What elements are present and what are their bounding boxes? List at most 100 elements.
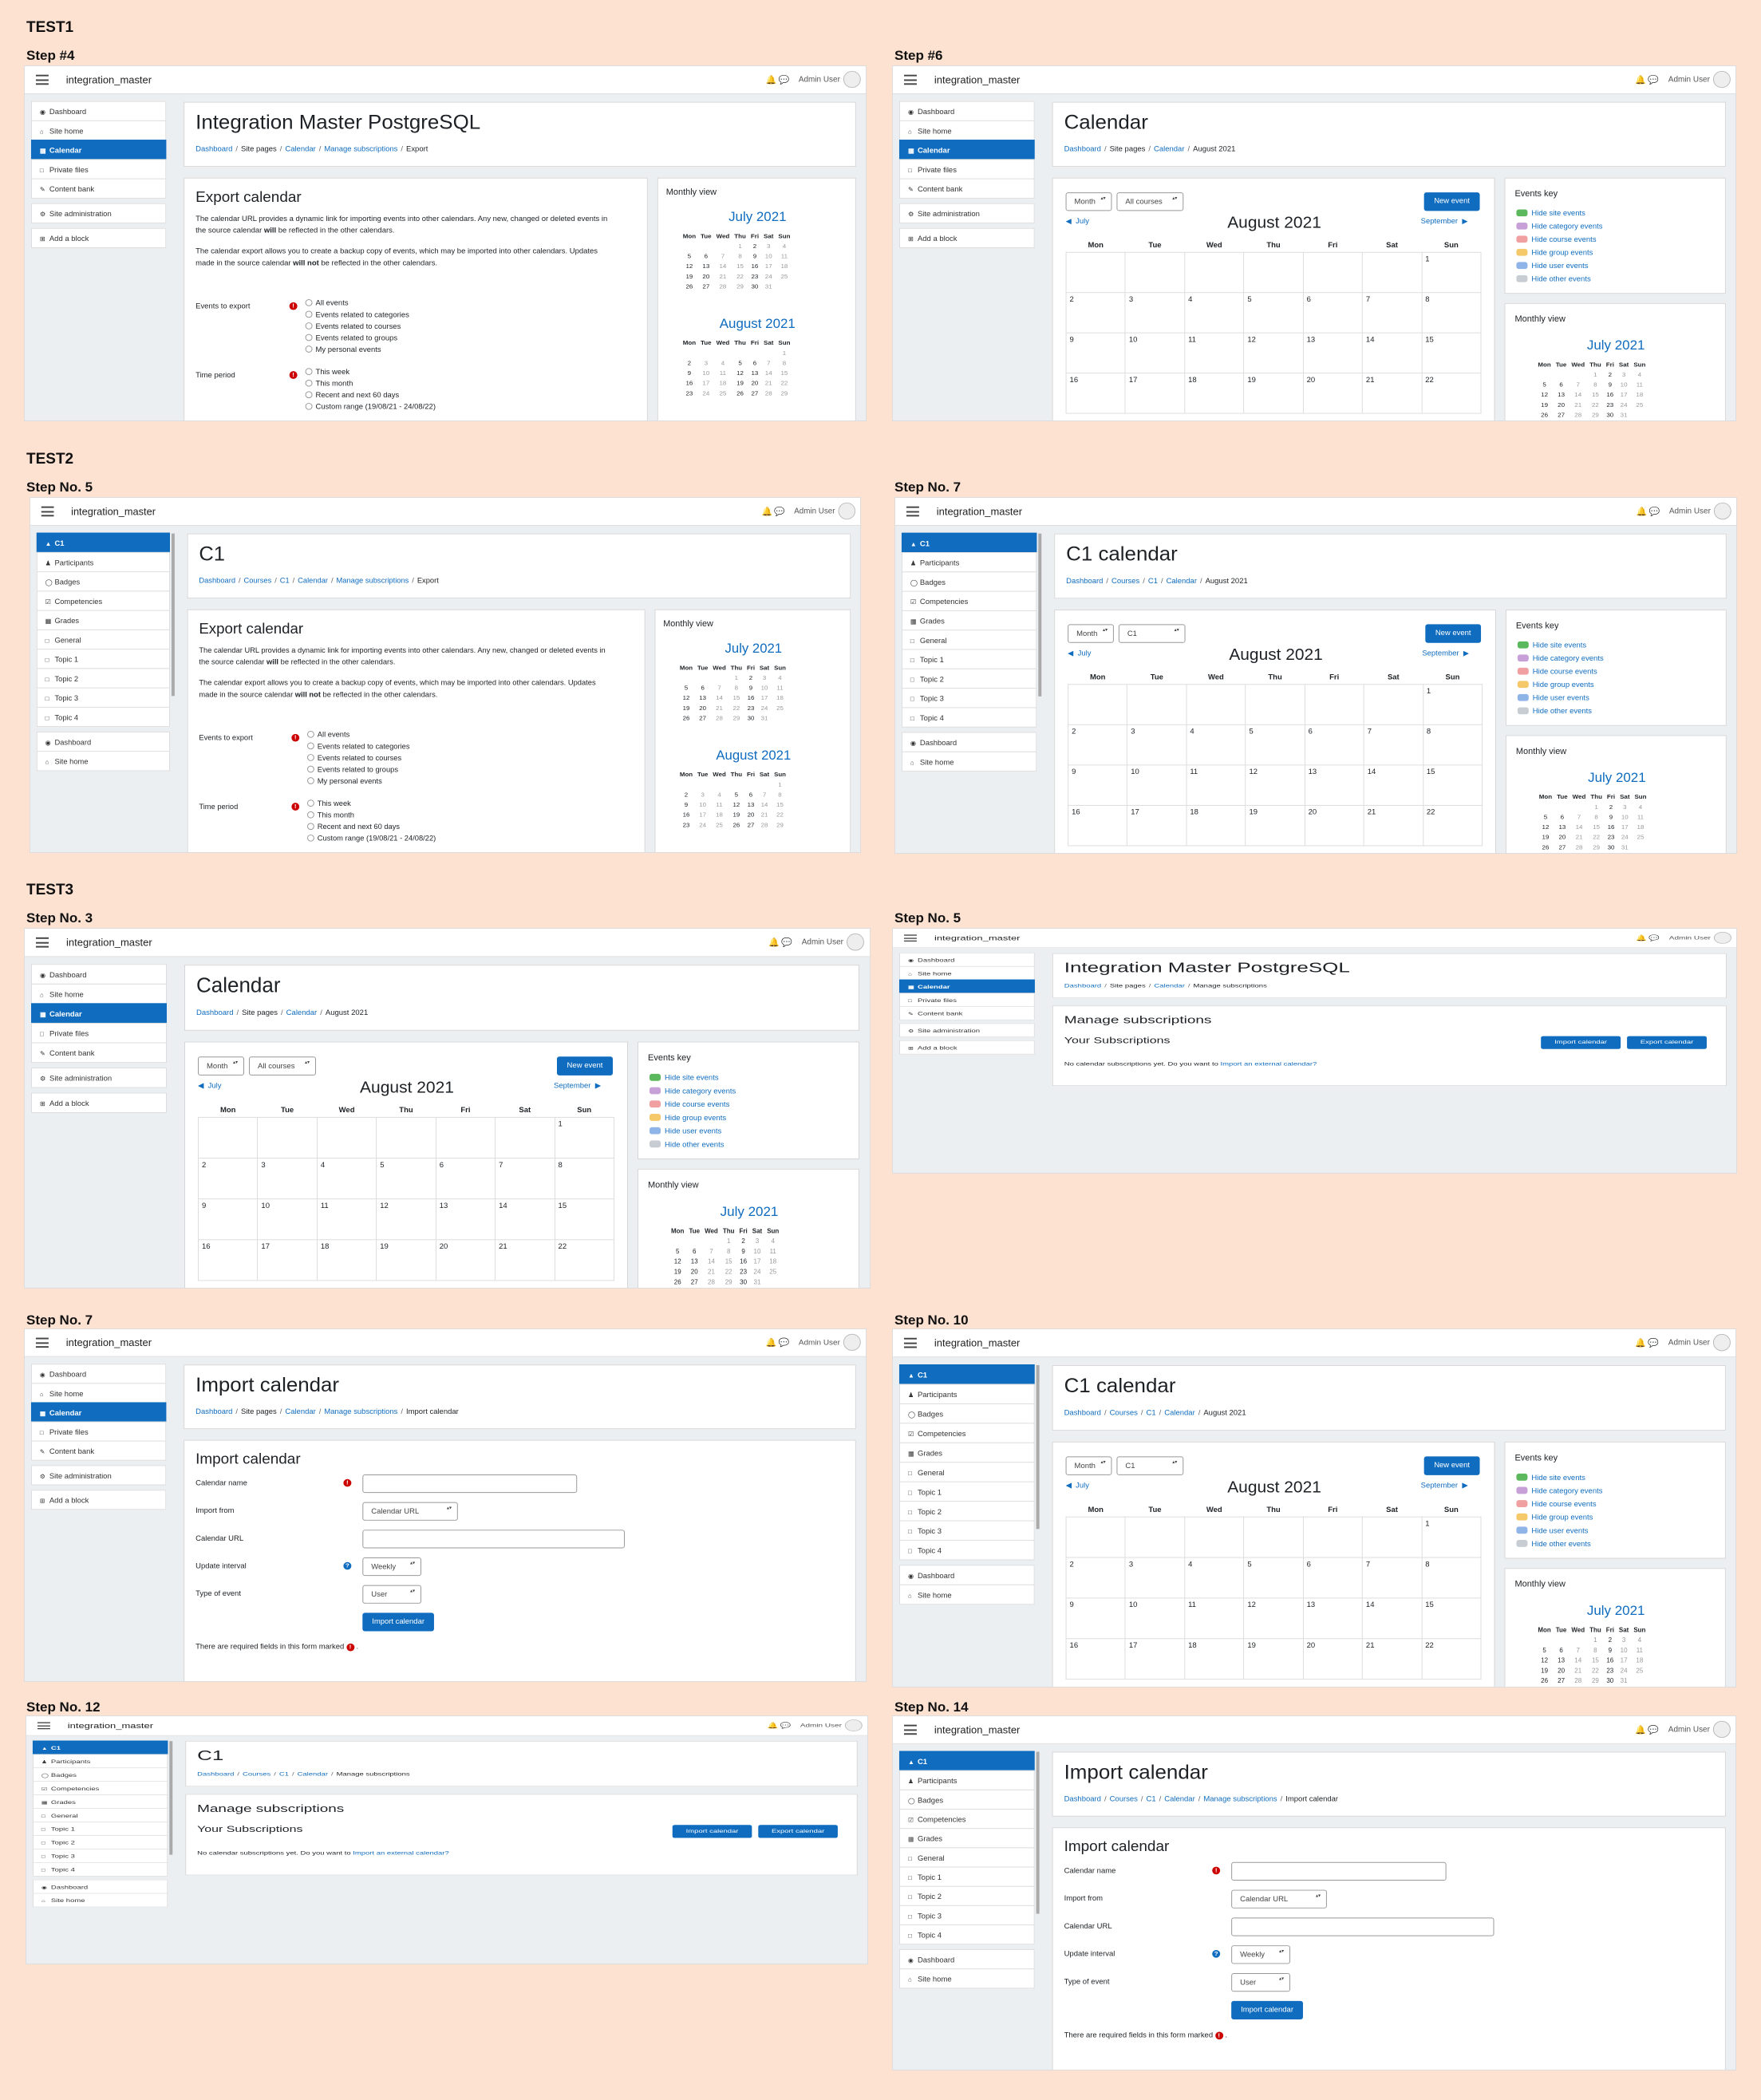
mini-day[interactable]: 24 <box>1620 401 1628 409</box>
mini-day[interactable]: 16 <box>1606 391 1614 399</box>
update-interval-select[interactable]: Weekly <box>362 1557 422 1577</box>
day-cell[interactable]: 7 <box>1361 292 1423 334</box>
day-cell[interactable] <box>1361 1516 1423 1558</box>
sidebar-item-grades[interactable]: ▦ Grades <box>36 610 170 630</box>
day-cell[interactable]: 19 <box>1243 373 1304 414</box>
breadcrumb-link[interactable]: Manage subscriptions <box>336 576 409 586</box>
mini-day[interactable]: 31 <box>1620 1677 1628 1684</box>
day-cell[interactable]: 13 <box>1302 332 1363 374</box>
mini-day[interactable] <box>728 780 744 790</box>
user-name[interactable]: Admin User <box>800 1723 842 1729</box>
events-key-item[interactable]: Hide course events <box>650 1100 729 1109</box>
avatar[interactable] <box>838 502 856 520</box>
mini-day[interactable]: 12 <box>736 369 744 377</box>
breadcrumb-link[interactable]: Dashboard <box>195 1407 233 1416</box>
mini-day[interactable]: 16 <box>1606 1656 1614 1664</box>
mini-day[interactable] <box>744 780 757 790</box>
day-cell[interactable]: 16 <box>197 1239 259 1281</box>
day-cell[interactable]: 19 <box>376 1239 436 1281</box>
export-calendar-button[interactable]: Export calendar <box>758 1825 838 1838</box>
day-cell[interactable]: 3 <box>257 1158 318 1200</box>
mini-day[interactable]: 20 <box>690 1268 698 1276</box>
day-cell[interactable] <box>1302 251 1363 294</box>
radio-group-events[interactable]: Events related to groups <box>306 765 398 774</box>
breadcrumb-link[interactable]: Dashboard <box>196 1009 234 1018</box>
mini-day[interactable]: 18 <box>719 379 727 387</box>
sidebar-item-participants[interactable]: ♟ Participants <box>32 1754 168 1769</box>
day-cell[interactable]: 8 <box>1421 292 1482 334</box>
mini-day[interactable] <box>714 241 732 251</box>
mini-day[interactable]: 12 <box>685 262 693 270</box>
bell-icon[interactable]: 🔔 <box>1635 1725 1647 1735</box>
mini-day[interactable]: 17 <box>1621 823 1629 831</box>
day-cell[interactable]: 10 <box>1124 1597 1186 1640</box>
mini-day[interactable]: 6 <box>1559 381 1563 389</box>
mini-day[interactable]: 4 <box>717 791 721 799</box>
menu-icon[interactable] <box>906 506 919 517</box>
bell-icon[interactable]: 🔔 <box>1635 1338 1647 1348</box>
view-select[interactable]: Month <box>1068 624 1114 643</box>
mini-day[interactable]: 28 <box>716 714 723 722</box>
mini-day[interactable]: 16 <box>685 379 693 387</box>
day-cell[interactable]: 1 <box>1422 684 1483 725</box>
mini-day[interactable] <box>1569 1635 1587 1645</box>
mini-day[interactable]: 14 <box>764 369 772 377</box>
mini-day[interactable] <box>1537 802 1554 812</box>
user-name[interactable]: Admin User <box>1668 1338 1710 1348</box>
mini-day[interactable]: 6 <box>1559 1647 1563 1654</box>
new-event-button[interactable]: New event <box>1423 1456 1480 1475</box>
mini-day[interactable] <box>757 780 772 790</box>
sidebar-item-competencies[interactable]: ☑ Competencies <box>32 1781 168 1795</box>
breadcrumb-link[interactable]: Calendar <box>298 576 329 586</box>
prev-month-link[interactable]: ◀ July <box>1065 1481 1090 1490</box>
mini-day[interactable]: 28 <box>1574 1677 1582 1684</box>
day-cell[interactable]: 20 <box>1304 804 1364 847</box>
mini-day[interactable]: 20 <box>1558 1667 1566 1675</box>
sidebar-item-site-home[interactable]: ⌂ Site home <box>32 1893 168 1908</box>
breadcrumb-link[interactable]: C1 <box>1146 1408 1156 1418</box>
events-key-item[interactable]: Hide user events <box>1516 262 1589 270</box>
events-key-item[interactable]: Hide category events <box>650 1087 736 1095</box>
mini-day[interactable] <box>677 780 695 790</box>
mini-day[interactable]: 25 <box>769 1268 777 1276</box>
breadcrumb-link[interactable]: Courses <box>1109 1408 1138 1418</box>
mini-day[interactable]: 14 <box>1574 1656 1582 1664</box>
day-cell[interactable]: 1 <box>1421 1516 1482 1558</box>
mini-day[interactable]: 26 <box>736 389 744 397</box>
sidebar-item-private-files[interactable]: □ Private files <box>898 993 1035 1007</box>
events-key-item[interactable]: Hide site events <box>1517 641 1586 650</box>
sidebar-item-general[interactable]: □ General <box>901 630 1037 650</box>
day-cell[interactable] <box>1068 684 1128 725</box>
calendar-url-input[interactable] <box>1231 1917 1494 1936</box>
mini-day[interactable]: 15 <box>1593 823 1601 831</box>
mini-day[interactable]: 1 <box>782 349 787 357</box>
sidebar-item-badges[interactable]: ◯ Badges <box>901 571 1037 592</box>
user-name[interactable]: Admin User <box>794 507 835 516</box>
mini-day[interactable]: 9 <box>748 684 753 692</box>
sidebar-item-content-bank[interactable]: ✎ Content bank <box>31 1042 167 1064</box>
chat-icon[interactable]: 💬 <box>1648 935 1660 942</box>
day-cell[interactable]: 6 <box>435 1158 496 1200</box>
mini-day[interactable]: 22 <box>1593 833 1601 841</box>
mini-day[interactable]: 24 <box>764 272 772 280</box>
avatar[interactable] <box>847 933 864 951</box>
chat-icon[interactable]: 💬 <box>1648 1725 1660 1735</box>
avatar[interactable] <box>1713 502 1731 520</box>
sidebar-item-calendar[interactable]: ▦ Calendar <box>898 140 1035 160</box>
mini-day[interactable]: 16 <box>740 1257 748 1265</box>
site-name[interactable]: integration_master <box>67 1721 154 1730</box>
day-cell[interactable]: 11 <box>1184 332 1245 374</box>
mini-day[interactable]: 1 <box>1593 1636 1597 1644</box>
sidebar-item-dashboard[interactable]: ◉ Dashboard <box>30 101 167 121</box>
mini-day[interactable]: 12 <box>1541 1656 1549 1664</box>
calendar-name-input[interactable] <box>1231 1861 1447 1881</box>
breadcrumb-link[interactable]: Calendar <box>1166 577 1197 586</box>
import-calendar-submit[interactable]: Import calendar <box>1231 2000 1303 2020</box>
mini-day[interactable]: 20 <box>751 379 759 387</box>
sidebar-item-site-home[interactable]: ⌂ Site home <box>898 120 1035 141</box>
mini-day[interactable]: 14 <box>1574 391 1582 399</box>
breadcrumb-link[interactable]: Dashboard <box>1064 144 1101 154</box>
day-cell[interactable]: 11 <box>316 1198 377 1241</box>
chat-icon[interactable]: 💬 <box>778 75 790 85</box>
mini-day[interactable]: 20 <box>747 811 755 819</box>
